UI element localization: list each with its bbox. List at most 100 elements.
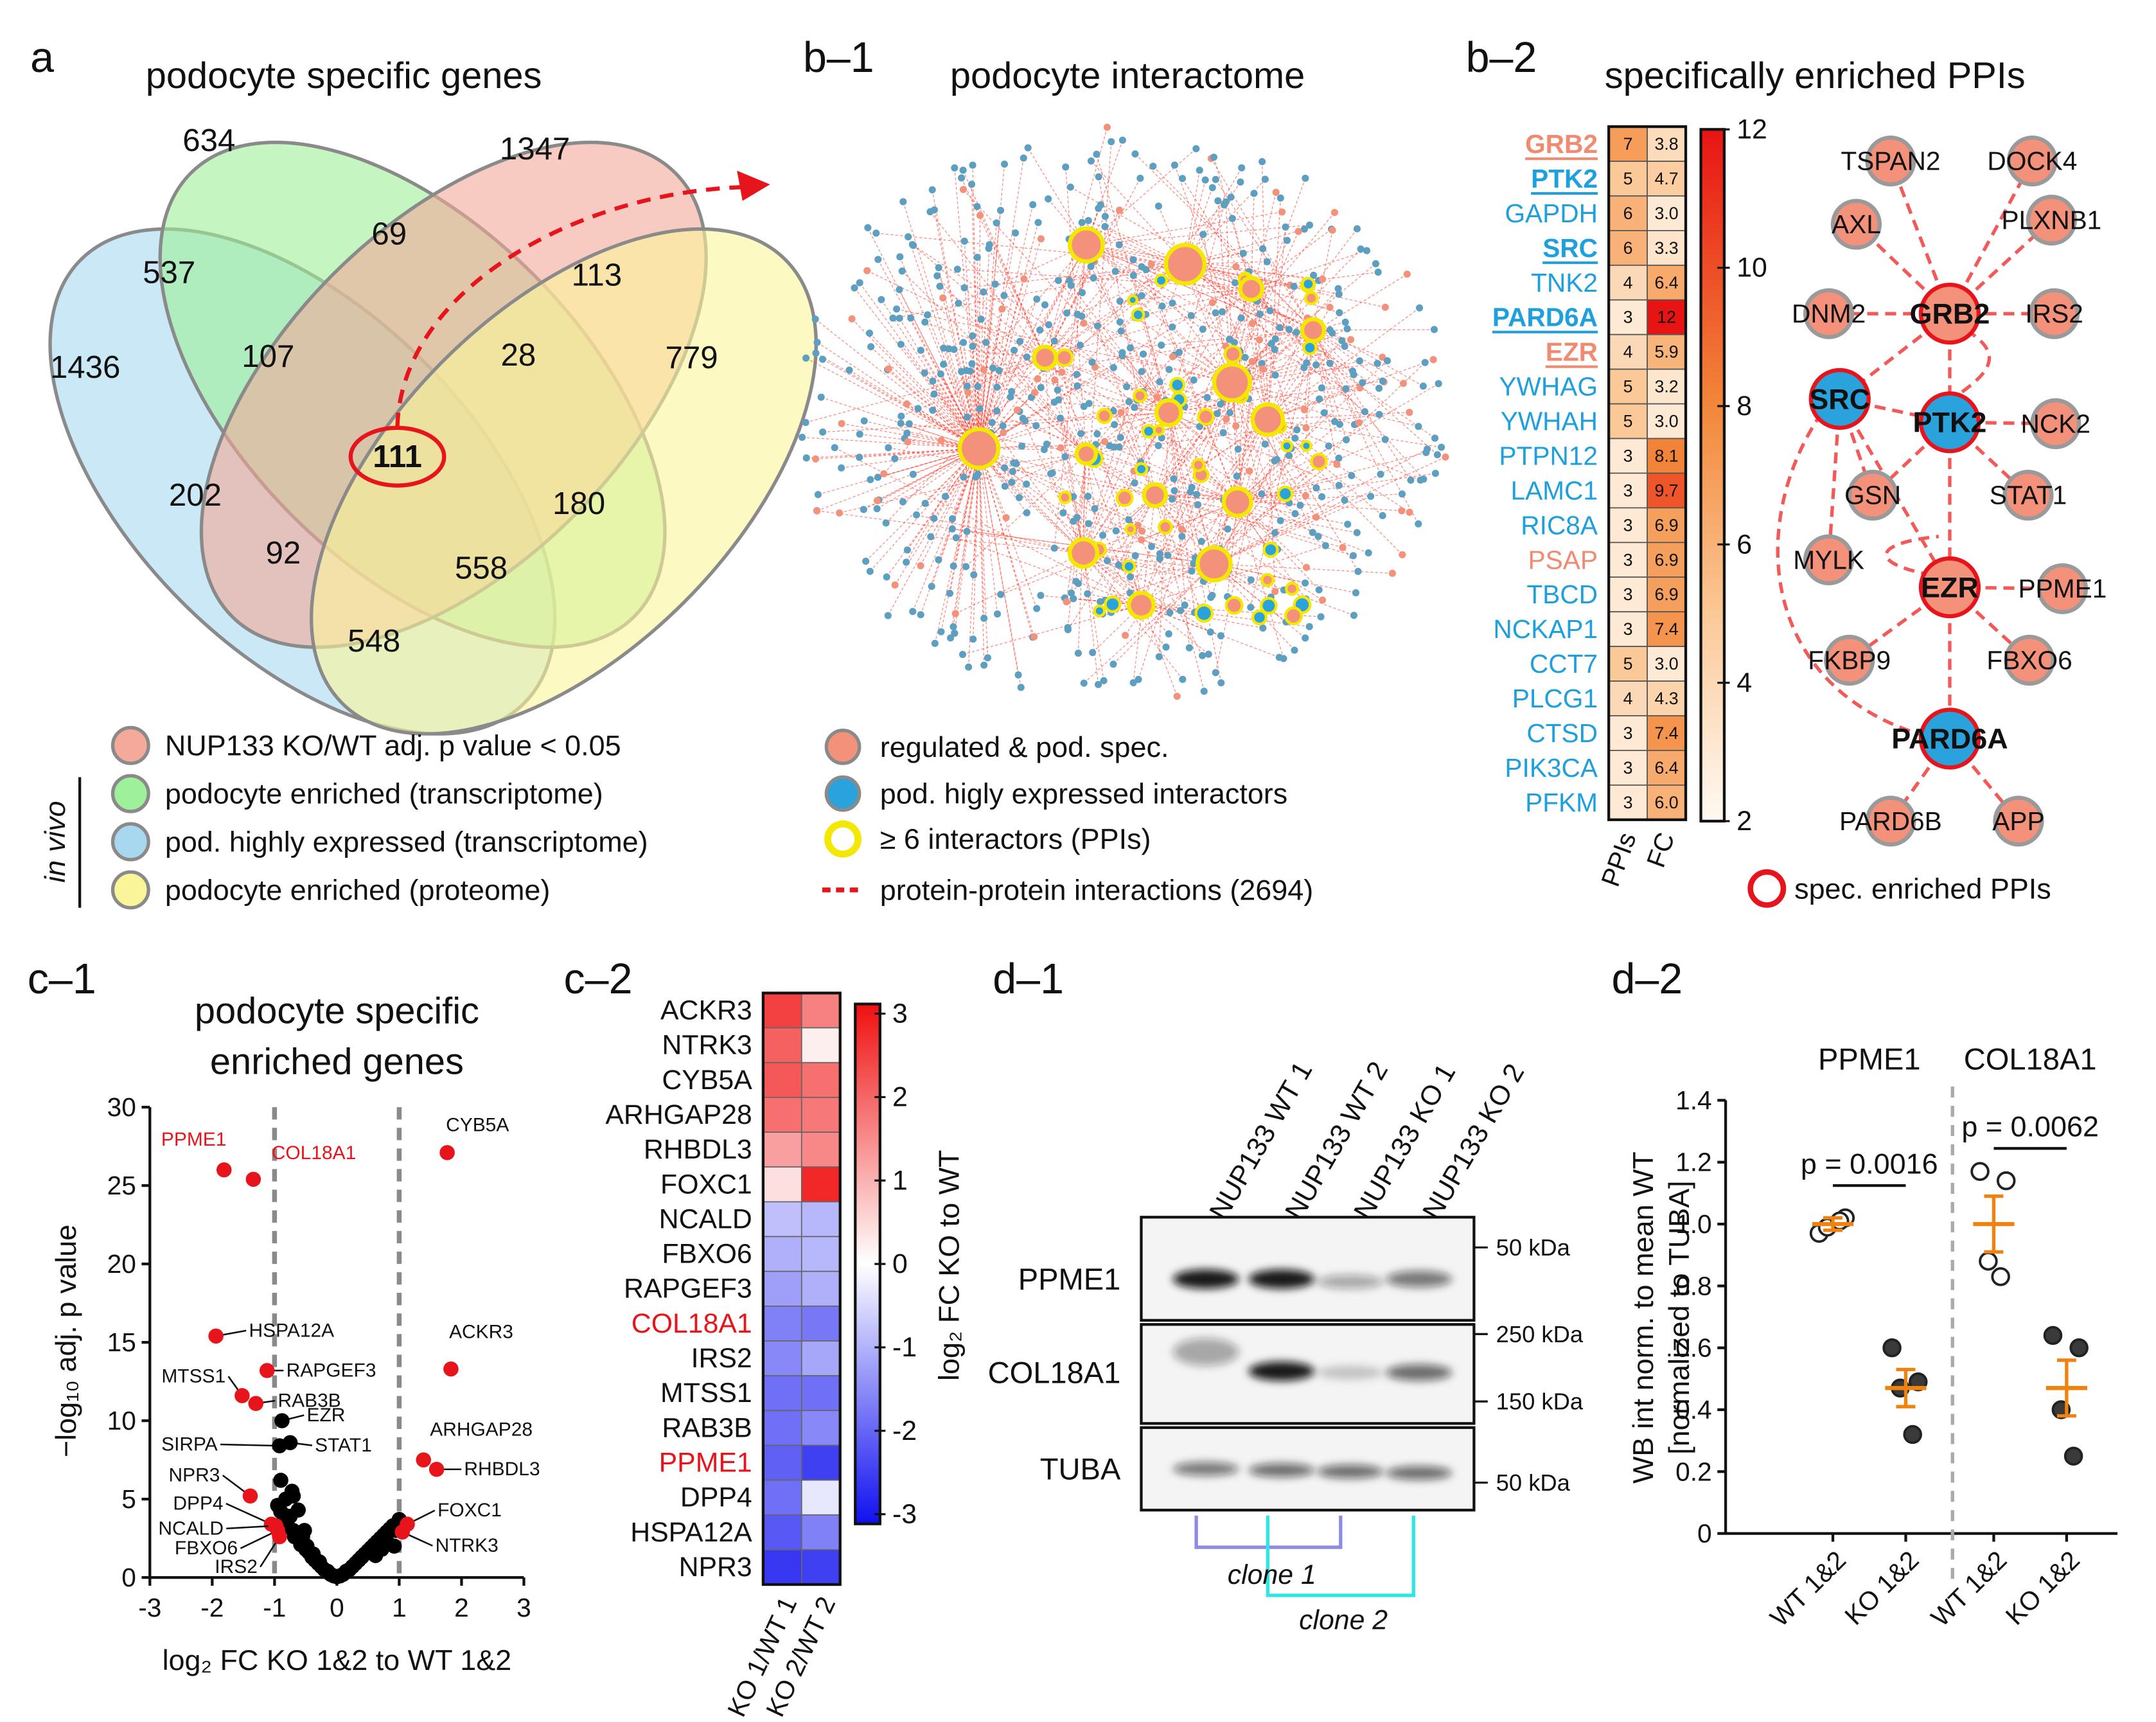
interactor-node [1015,493,1023,502]
interactor-node [955,299,962,307]
interaction [1154,495,1354,556]
interactor-node [999,422,1007,430]
interactor-node [1074,382,1081,390]
interactor-node [921,318,929,326]
interaction [1214,459,1278,565]
interaction [1251,288,1438,456]
interactor-node [1248,358,1256,366]
multi-interactor-node [1300,439,1312,452]
interactor-node [1034,375,1041,383]
interaction [1237,339,1260,502]
interaction [1083,552,1204,582]
interactor-node [1154,442,1162,450]
interactor-node [1329,226,1336,234]
interaction [1092,605,1142,653]
interactor-node [951,629,959,637]
interactor-node [1091,505,1099,513]
interaction [1267,340,1343,420]
interactor-node [1199,652,1206,659]
interactor-node [897,420,905,427]
interaction [985,342,1087,454]
interactor-node [1331,418,1339,425]
interactor-node [960,237,968,245]
interactor-node [936,283,944,290]
gene-label: PSAP [1528,545,1598,574]
heat-cell [800,1236,841,1272]
interactor-node [1319,275,1327,283]
interactor-node [965,663,973,671]
heat-cell [763,1061,802,1098]
interactor-node [878,296,885,303]
data-point [273,1473,288,1488]
interactor-node [1043,440,1050,448]
interactor-node [1276,324,1284,332]
interaction [1268,412,1409,420]
interaction [978,448,1138,526]
interactor-node [963,413,971,421]
interactor-node [1210,154,1217,161]
interactor-node [1206,628,1214,636]
interaction [1086,437,1121,455]
interactor-node [1165,630,1172,638]
interaction [888,447,1155,496]
interactor-node [1344,520,1352,528]
interactor-node [1208,591,1216,599]
interaction [1045,357,1230,413]
y-tick-label: 1.0 [1675,1209,1712,1239]
interactor-node [939,294,947,302]
venn-count: 107 [242,339,294,374]
gene-label: FOXC1 [660,1169,752,1200]
interactor-node [1403,271,1411,278]
interaction [978,238,1042,449]
x-tick-label: -2 [200,1593,224,1622]
interaction [1185,248,1263,265]
node-label: PTK2 [1913,406,1987,439]
interaction [1168,412,1200,427]
heat-cell [800,1270,841,1307]
interaction [1214,564,1251,581]
interactor-node [1045,321,1053,328]
interactor-node [1212,309,1219,317]
interactor-node [1074,650,1082,657]
interactor-node [926,208,934,216]
interactor-node [1379,353,1386,361]
interactor-node [1032,422,1040,430]
interactor-node [969,342,976,350]
interaction [1133,495,1156,683]
interactor-node [914,405,922,413]
interactor-node [1342,436,1350,443]
interaction [1232,382,1419,427]
legend-swatch [824,775,862,812]
interaction [1086,244,1297,333]
interaction [1213,157,1252,289]
interactor-node [1153,393,1161,401]
interaction [1214,499,1345,565]
interactor-node [1171,487,1178,495]
gene-label: RIC8A [1521,510,1598,540]
cell-value: 7.4 [1654,723,1678,743]
interactor-node [1063,309,1071,317]
gene-label: YWHAH [1501,407,1598,436]
interaction [1267,317,1308,420]
interactor-node [896,286,903,294]
interactor-node [1220,201,1228,209]
interactor-node [1261,440,1269,448]
interactor-node [1187,312,1195,319]
interactor-node [1266,307,1274,315]
node-label: IRS2 [2025,299,2083,328]
interactor-node [982,339,990,346]
interactor-node [1348,472,1356,479]
interaction [817,448,980,511]
heat-cell [800,1027,841,1063]
interactor-node [1101,223,1109,231]
interactor-node [1326,303,1334,311]
cell-value: 3.2 [1654,377,1678,396]
interactor-node [1014,671,1022,679]
point-label: ACKR3 [449,1321,513,1342]
interactor-node [993,407,1001,415]
clone-label: clone 1 [1228,1559,1316,1590]
interactor-node [1248,319,1256,327]
interactor-node [1059,509,1067,517]
hub-node [957,427,1001,470]
interaction [1214,564,1295,651]
